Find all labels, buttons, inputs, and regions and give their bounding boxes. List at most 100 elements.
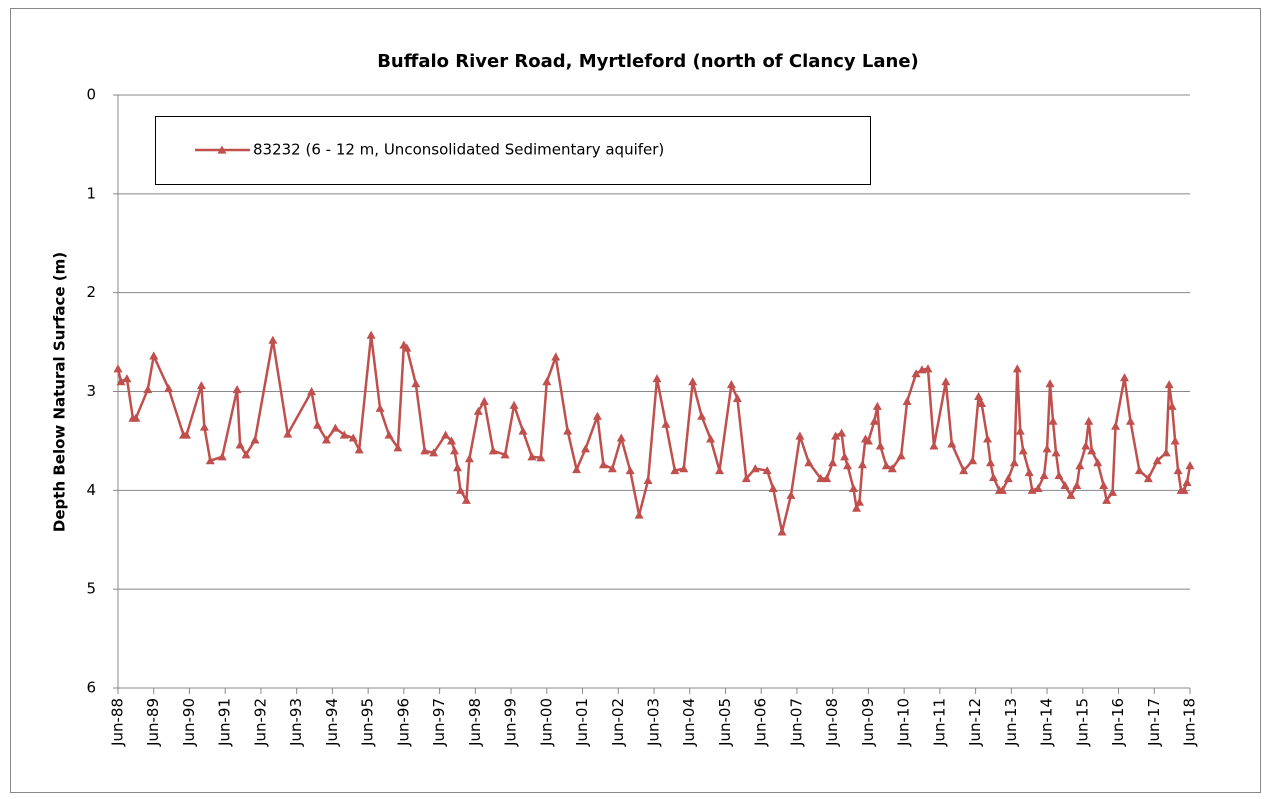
point-marker [875, 441, 885, 450]
x-tick-label: Jun-15 [1073, 698, 1091, 747]
point-marker [542, 377, 552, 386]
point-marker [977, 398, 987, 407]
point-marker [420, 446, 430, 455]
point-marker [354, 445, 364, 454]
point-marker [384, 430, 394, 439]
point-marker [732, 393, 742, 403]
point-marker [911, 369, 921, 378]
y-axis-label: Depth Below Natural Surface (m) [51, 252, 69, 532]
point-marker [941, 377, 951, 386]
point-marker [1018, 446, 1028, 455]
point-marker [1111, 421, 1121, 430]
legend-marker [217, 145, 227, 154]
x-tick-label: Jun-92 [251, 698, 269, 747]
point-marker [741, 473, 751, 483]
point-marker [452, 463, 462, 472]
point-marker [551, 352, 561, 361]
point-marker [768, 483, 778, 492]
point-marker [1024, 468, 1034, 477]
point-marker [679, 464, 689, 473]
point-marker [250, 435, 260, 444]
point-marker [750, 464, 760, 473]
point-marker [402, 343, 412, 352]
point-marker [726, 380, 736, 389]
point-marker [411, 379, 421, 388]
x-tick-label: Jun-89 [144, 698, 162, 747]
x-tick-label: Jun-90 [180, 698, 198, 747]
point-marker [196, 381, 206, 390]
point-marker [670, 466, 680, 475]
point-marker [1081, 441, 1091, 450]
point-marker [592, 411, 602, 420]
x-tick-label: Jun-17 [1145, 698, 1163, 747]
point-marker [307, 387, 317, 396]
x-tick-label: Jun-94 [323, 698, 341, 747]
point-marker [929, 441, 939, 450]
x-tick-label: Jun-97 [430, 698, 448, 747]
x-tick-label: Jun-96 [394, 698, 412, 747]
point-marker [1009, 458, 1019, 467]
point-marker [762, 466, 772, 475]
point-marker [199, 422, 209, 431]
point-marker [837, 428, 847, 437]
point-marker [1051, 448, 1061, 457]
x-tick-label: Jun-14 [1038, 698, 1056, 747]
y-tick-label: 6 [86, 679, 96, 697]
point-marker [313, 420, 323, 429]
point-marker [974, 391, 984, 401]
point-marker [572, 465, 582, 474]
point-marker [988, 472, 998, 482]
point-marker [822, 473, 832, 483]
point-marker [795, 431, 805, 440]
point-marker [854, 497, 864, 506]
point-marker [509, 400, 519, 409]
point-marker [1164, 380, 1174, 389]
point-marker [1152, 456, 1162, 465]
point-marker [688, 377, 698, 386]
point-marker [488, 446, 498, 455]
x-tick-label: Jun-99 [502, 698, 520, 747]
x-tick-label: Jun-18 [1181, 698, 1199, 747]
point-marker [268, 335, 278, 344]
point-marker [473, 406, 483, 415]
point-marker [828, 458, 838, 467]
point-marker [205, 456, 215, 465]
x-tick-label: Jun-16 [1109, 698, 1127, 747]
point-marker [985, 458, 995, 467]
point-marker [607, 464, 617, 473]
point-marker [1072, 480, 1082, 489]
point-marker [598, 460, 608, 469]
x-tick-label: Jun-91 [216, 698, 234, 747]
x-tick-label: Jun-04 [680, 698, 698, 747]
y-tick-label: 0 [86, 86, 96, 104]
point-marker [479, 396, 489, 405]
point-marker [500, 450, 510, 459]
point-marker [1167, 401, 1177, 410]
point-marker [330, 423, 340, 432]
point-marker [831, 431, 841, 440]
point-marker [1108, 487, 1118, 496]
point-marker [1102, 495, 1112, 504]
point-marker [887, 464, 897, 473]
point-marker [143, 385, 153, 394]
point-marker [997, 485, 1007, 494]
x-tick-label: Jun-01 [573, 698, 591, 747]
point-marker [232, 385, 242, 394]
point-marker [1179, 485, 1189, 494]
point-marker [1012, 364, 1022, 373]
point-marker [461, 495, 471, 504]
point-marker [375, 403, 385, 412]
point-marker [122, 374, 132, 383]
x-tick-label: Jun-09 [859, 698, 877, 747]
point-marker [1054, 471, 1064, 480]
point-marker [881, 461, 891, 470]
y-tick-label: 5 [86, 580, 96, 598]
point-marker [1015, 426, 1025, 435]
point-marker [1170, 436, 1180, 445]
x-tick-label: Jun-06 [752, 698, 770, 747]
x-tick-label: Jun-03 [645, 698, 663, 747]
point-marker [715, 466, 725, 475]
point-marker [131, 413, 141, 422]
